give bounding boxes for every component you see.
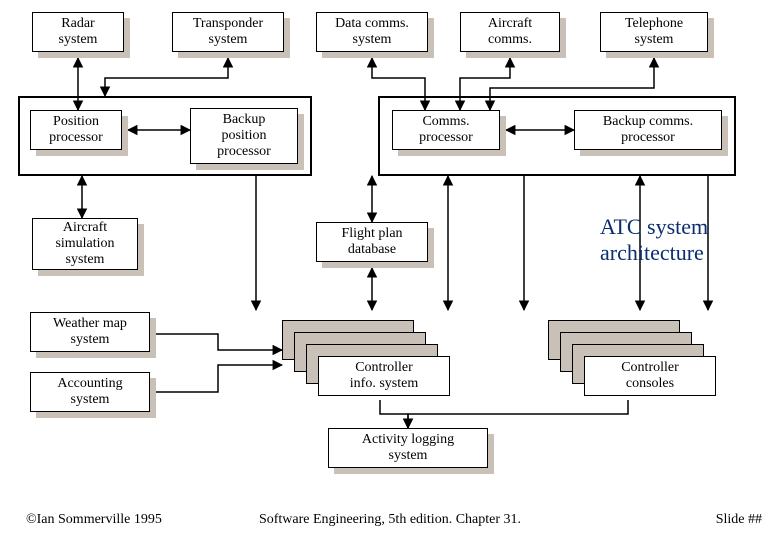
node-posproc: Position processor bbox=[30, 110, 122, 150]
node-activitylog: Activity logging system bbox=[328, 428, 488, 468]
node-label-sim: Aircraft simulation system bbox=[32, 218, 138, 270]
node-label-datacomms: Data comms. system bbox=[316, 12, 428, 52]
node-label-aircraftcomms: Aircraft comms. bbox=[460, 12, 560, 52]
node-transponder: Transponder system bbox=[172, 12, 284, 52]
stack-front-controllerinfo: Controller info. system bbox=[318, 356, 450, 396]
node-label-activitylog: Activity logging system bbox=[328, 428, 488, 468]
node-label-accounting: Accounting system bbox=[30, 372, 150, 412]
node-label-weather: Weather map system bbox=[30, 312, 150, 352]
node-flightplan: Flight plan database bbox=[316, 222, 428, 262]
node-backupcomms: Backup comms. processor bbox=[574, 110, 722, 150]
diagram-title: ATC system architecture bbox=[600, 214, 708, 266]
node-sim: Aircraft simulation system bbox=[32, 218, 138, 270]
node-radar: Radar system bbox=[32, 12, 124, 52]
node-label-transponder: Transponder system bbox=[172, 12, 284, 52]
node-commsproc: Comms. processor bbox=[392, 110, 500, 150]
stack-controllerinfo: Controller info. system bbox=[282, 320, 450, 396]
footer-chapter: Software Engineering, 5th edition. Chapt… bbox=[0, 512, 780, 528]
stack-front-controllerconsoles: Controller consoles bbox=[584, 356, 716, 396]
node-datacomms: Data comms. system bbox=[316, 12, 428, 52]
node-label-telephone: Telephone system bbox=[600, 12, 708, 52]
node-label-commsproc: Comms. processor bbox=[392, 110, 500, 150]
node-label-radar: Radar system bbox=[32, 12, 124, 52]
node-label-flightplan: Flight plan database bbox=[316, 222, 428, 262]
footer-slide-number: Slide ## bbox=[716, 512, 762, 528]
node-weather: Weather map system bbox=[30, 312, 150, 352]
diagram-canvas: Radar system Transponder system Data comms… bbox=[0, 0, 780, 540]
node-label-backuppos: Backup position processor bbox=[190, 108, 298, 164]
node-backuppos: Backup position processor bbox=[190, 108, 298, 164]
node-accounting: Accounting system bbox=[30, 372, 150, 412]
stack-controllerconsoles: Controller consoles bbox=[548, 320, 716, 396]
node-label-posproc: Position processor bbox=[30, 110, 122, 150]
node-label-backupcomms: Backup comms. processor bbox=[574, 110, 722, 150]
node-aircraftcomms: Aircraft comms. bbox=[460, 12, 560, 52]
node-telephone: Telephone system bbox=[600, 12, 708, 52]
